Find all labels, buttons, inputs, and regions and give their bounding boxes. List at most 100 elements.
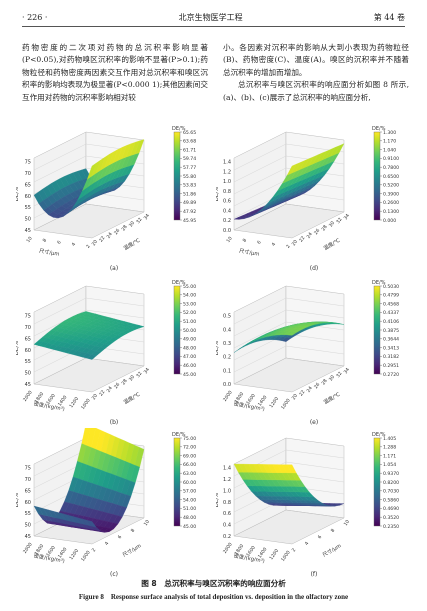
y-tick-label: 1400	[57, 546, 69, 559]
z-tick-label: 55	[25, 511, 31, 517]
x-tick-label: 6	[317, 534, 324, 540]
x-tick-label: 8	[330, 528, 337, 534]
x-tick-label: 34	[143, 213, 151, 221]
y-tick-label: 10	[25, 236, 33, 244]
surface-mesh	[233, 321, 345, 353]
surface-mesh	[233, 143, 345, 220]
z-tick-label: 0.0	[223, 382, 231, 388]
x-tick-label: 20	[291, 393, 299, 401]
y-tick-label: 1400	[257, 394, 269, 407]
z-tick-label: 45	[25, 534, 31, 540]
z-tick-label: 65	[25, 182, 31, 188]
x-tick-label: 22	[98, 389, 106, 397]
colorbar	[373, 437, 381, 527]
colorbar-tick-label: 65.65	[183, 130, 196, 136]
colorbar-tick-label: 0.7800	[383, 165, 399, 171]
panel-label: (e)	[310, 419, 318, 426]
colorbar-tick-label: 1.040	[383, 147, 396, 153]
x-tick-label: 20	[291, 239, 299, 247]
colorbar-tick-label: 0.9100	[383, 156, 399, 162]
y-tick-label: 1200	[68, 396, 80, 409]
colorbar-tick-label: 0.4799	[383, 293, 399, 299]
y-tick-label: 1600	[45, 393, 57, 406]
colorbar-title: DE/%	[372, 280, 386, 286]
x-tick-label: 32	[335, 217, 343, 225]
colorbar-tick-label: 63.00	[183, 471, 196, 477]
z-axis-label: DE/%	[16, 187, 20, 202]
colorbar-tick-label: 55.00	[183, 284, 196, 290]
colorbar-tick-label: 53.00	[183, 301, 196, 307]
z-tick-label: 0.2	[223, 218, 231, 224]
y-tick-label: 2	[85, 244, 92, 250]
x-tick-label: 34	[343, 367, 351, 375]
surface-plot-a: 75 70 65 60 55 50 45 DE/% 20 22 24 26 28 30 32 34 2 4 6 8 10…	[16, 122, 212, 274]
z-tick-label: 0.2	[223, 534, 231, 540]
z-tick-label: 60	[25, 500, 31, 506]
colorbar-tick-label: 51.00	[183, 319, 196, 325]
x-tick-label: 26	[313, 228, 321, 236]
x-axis-label: 温度/℃	[322, 390, 342, 406]
z-tick-label: 0.1	[223, 368, 231, 374]
colorbar-tick-label: 1.170	[383, 139, 396, 145]
z-tick-label: 45	[25, 382, 31, 388]
x-tick-label: 32	[335, 371, 343, 379]
y-tick-label: 1600	[45, 545, 57, 558]
body-paragraph: 药物密度的二次项对药物的总沉积率影响显著(P<0.05),对药物嗅区沉积率的影响…	[22, 43, 208, 102]
x-tick-label: 24	[306, 231, 314, 239]
colorbar-tick-label: 57.00	[183, 489, 196, 495]
colorbar-title: DE/%	[172, 126, 186, 132]
y-tick-label: 4	[71, 242, 78, 248]
colorbar	[373, 285, 381, 375]
x-tick-label: 22	[98, 235, 106, 243]
y-tick-label: 8	[242, 238, 249, 244]
z-tick-label: 75	[25, 466, 31, 472]
colorbar-tick-label: 1.171	[383, 453, 396, 459]
colorbar	[373, 131, 381, 221]
colorbar-tick-label: 61.71	[183, 147, 196, 153]
colorbar	[173, 285, 181, 375]
surface-mesh	[33, 311, 145, 360]
x-axis-label: 尺寸/μm	[121, 541, 143, 558]
z-tick-label: 0.4	[223, 523, 231, 529]
y-tick-label: 1800	[34, 543, 46, 556]
colorbar-tick-label: 55.80	[183, 174, 196, 180]
right-text-column: 小。各因素对沉积率的影响从大到小表现为药物粒径(B)、药物密度(C)、温度(A)…	[223, 42, 409, 104]
surface-facet	[86, 520, 97, 528]
z-tick-label: 1.0	[223, 179, 231, 185]
colorbar-tick-label: 0.3182	[383, 354, 399, 360]
z-tick-label: 65	[25, 488, 31, 494]
colorbar-tick-label: 1.300	[383, 130, 396, 136]
colorbar-tick-label: 59.74	[183, 156, 196, 162]
z-axis-label: DE/%	[216, 493, 220, 508]
colorbar-tick-label: 52.00	[183, 310, 196, 316]
x-tick-label: 22	[298, 235, 306, 243]
x-axis-label: 温度/℃	[122, 236, 142, 252]
y-tick-label: 1800	[234, 543, 246, 556]
surface-plot-svg: 0.5 0.4 0.3 0.2 0.1 0.0 DE/% 20 22 24 26 28 30 32 34 10…	[216, 280, 399, 426]
colorbar-tick-label: 0.3413	[383, 345, 399, 351]
figure-caption: 图 8 总沉积率与嗅区沉积率的响应面分析 Figure 8 Response s…	[22, 578, 405, 602]
z-tick-label: 60	[25, 194, 31, 200]
panel-label: (c)	[110, 571, 118, 578]
y-axis-label: 尺寸/μm	[39, 246, 61, 257]
body-paragraph: 小。各因素对沉积率的影响从大到小表现为药物粒径(B)、药物密度(C)、温度(A)…	[223, 43, 409, 77]
page-number: · 226 ·	[22, 12, 48, 22]
colorbar-tick-label: 0.3900	[383, 191, 399, 197]
colorbar-title: DE/%	[372, 126, 386, 132]
x-tick-label: 30	[128, 220, 136, 228]
page-header: · 226 · 北京生物医学工程 第 44 卷	[22, 10, 405, 24]
y-tick-label: 6	[256, 240, 263, 246]
y-tick-label: 1000	[80, 550, 92, 563]
y-tick-label: 1000	[280, 550, 292, 563]
z-tick-label: 50	[25, 371, 31, 377]
colorbar-tick-label: 1.054	[383, 462, 396, 468]
colorbar	[173, 437, 181, 527]
colorbar-tick-label: 0.2951	[383, 363, 399, 369]
surface-facet	[86, 354, 97, 360]
y-tick-label: 2000	[222, 542, 234, 555]
z-tick-label: 1.4	[223, 160, 231, 166]
colorbar-tick-label: 50.00	[183, 328, 196, 334]
surface-plot-f: 1.4 1.2 1.0 0.8 0.6 0.4 0.2 DE/% 2 4 6 8 10 1000 1200 1…	[216, 428, 412, 580]
volume-number: 第 44 卷	[373, 12, 405, 22]
